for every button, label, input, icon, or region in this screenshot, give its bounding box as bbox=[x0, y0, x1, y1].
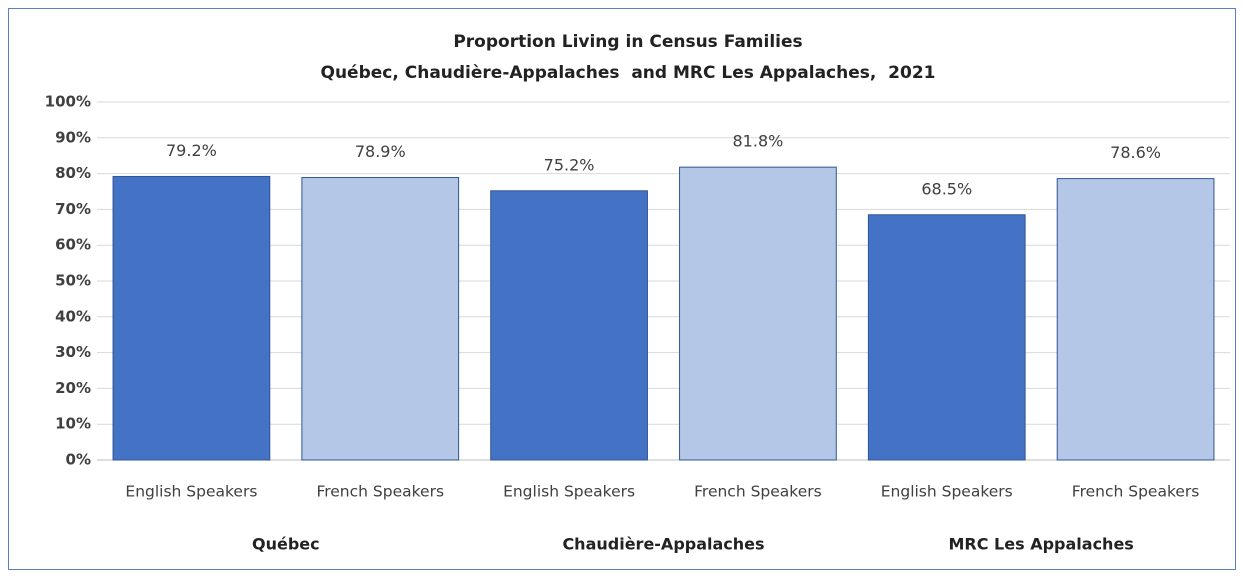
y-tick-label: 80% bbox=[55, 164, 91, 182]
x-tick-label: French Speakers bbox=[694, 483, 822, 501]
y-tick-label: 0% bbox=[66, 451, 91, 469]
y-tick-label: 30% bbox=[55, 343, 91, 361]
x-tick-label: English Speakers bbox=[125, 483, 257, 501]
y-tick-label: 100% bbox=[45, 93, 91, 111]
x-tick-label: English Speakers bbox=[503, 483, 635, 501]
data-label: 78.6% bbox=[1110, 143, 1161, 162]
chart-subtitle: Québec, Chaudière-Appalaches and MRC Les… bbox=[321, 63, 936, 83]
data-label: 79.2% bbox=[166, 141, 217, 160]
data-label: 75.2% bbox=[544, 155, 595, 174]
data-label: 78.9% bbox=[355, 142, 406, 161]
data-label: 68.5% bbox=[921, 179, 972, 198]
bar bbox=[301, 177, 460, 461]
y-tick-label: 70% bbox=[55, 200, 91, 218]
x-tick-label: English Speakers bbox=[881, 483, 1013, 501]
chart-title: Proportion Living in Census Families bbox=[453, 32, 802, 52]
x-tick-label: French Speakers bbox=[316, 483, 444, 501]
y-tick-label: 40% bbox=[55, 307, 91, 325]
y-tick-label: 20% bbox=[55, 379, 91, 397]
group-label: Québec bbox=[252, 535, 320, 554]
bar bbox=[867, 214, 1026, 461]
x-tick-label: French Speakers bbox=[1072, 483, 1200, 501]
y-tick-label: 10% bbox=[55, 415, 91, 433]
bar bbox=[112, 175, 271, 461]
group-label: MRC Les Appalaches bbox=[949, 535, 1134, 554]
bar bbox=[1056, 178, 1215, 461]
group-label: Chaudière-Appalaches bbox=[562, 535, 764, 554]
bar bbox=[490, 190, 648, 461]
y-tick-label: 50% bbox=[55, 272, 91, 290]
y-tick-label: 60% bbox=[55, 236, 91, 254]
y-tick-label: 90% bbox=[55, 128, 91, 146]
bar bbox=[679, 166, 837, 461]
data-label: 81.8% bbox=[733, 132, 784, 151]
